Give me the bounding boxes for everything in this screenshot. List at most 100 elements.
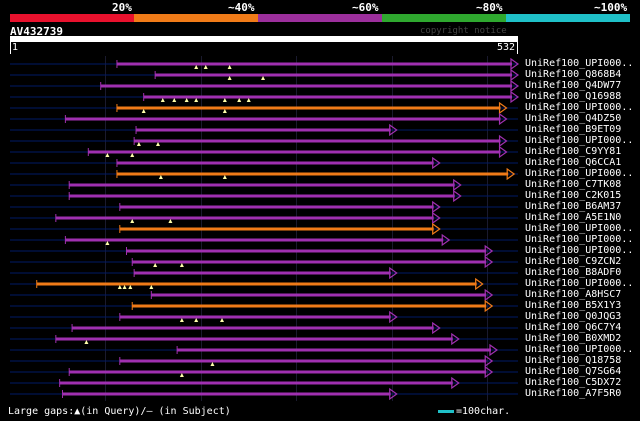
- legend-segment-60: [258, 14, 382, 22]
- hit-arrow: [475, 277, 484, 291]
- hit-label[interactable]: UniRef100_UPI000..: [525, 168, 634, 179]
- hit-arrow: [451, 332, 460, 346]
- query-gap-marker: [130, 219, 135, 223]
- hit-label[interactable]: UniRef100_B8ADF0: [525, 267, 622, 278]
- query-gap-marker: [84, 340, 89, 344]
- scale-swatch: [438, 409, 454, 413]
- query-gap-marker: [246, 98, 251, 102]
- hit-label[interactable]: UniRef100_Q868B4: [525, 69, 622, 80]
- hit-bar: [62, 392, 391, 396]
- legend-segment-20: [10, 14, 134, 22]
- hit-arrow: [432, 200, 441, 214]
- hit-label[interactable]: UniRef100_UPI000..: [525, 135, 634, 146]
- hit-arrow: [432, 222, 441, 236]
- query-gap-marker: [130, 153, 135, 157]
- watermark: copyright notice: [420, 26, 507, 36]
- hit-arrow: [498, 112, 508, 126]
- query-gap-marker: [158, 175, 163, 179]
- hit-label[interactable]: UniRef100_Q7SG64: [525, 366, 622, 377]
- hit-label[interactable]: UniRef100_C9YY81: [525, 146, 622, 157]
- hit-arrow: [484, 354, 494, 368]
- hit-arrow: [484, 255, 494, 269]
- hit-label[interactable]: UniRef100_Q0JQG3: [525, 311, 622, 322]
- query-gap-marker: [156, 142, 161, 146]
- hit-bar: [119, 227, 434, 231]
- hit-label[interactable]: UniRef100_C9ZCN2: [525, 256, 622, 267]
- hit-arrow: [389, 310, 398, 324]
- hit-bar: [116, 106, 501, 110]
- hit-bar: [65, 238, 444, 242]
- hit-bar: [126, 249, 487, 253]
- query-gap-marker: [153, 263, 158, 267]
- hit-bar: [116, 161, 434, 165]
- hit-bar: [119, 205, 434, 209]
- query-gap-marker: [210, 362, 215, 366]
- hit-bar: [134, 271, 391, 275]
- hit-arrow: [484, 299, 494, 313]
- hit-label[interactable]: UniRef100_Q16988: [525, 91, 622, 102]
- hit-arrow: [510, 68, 520, 82]
- hit-label[interactable]: UniRef100_A8HSC7: [525, 289, 622, 300]
- hit-label[interactable]: UniRef100_UPI000..: [525, 234, 634, 245]
- hit-arrow: [389, 123, 398, 137]
- axis-end-label: 532: [497, 42, 516, 53]
- query-gap-marker: [237, 98, 242, 102]
- gaps-legend: Large gaps:▲(in Query)/– (in Subject): [8, 406, 231, 417]
- hit-label[interactable]: UniRef100_B6AM37: [525, 201, 622, 212]
- legend-segment-80: [382, 14, 506, 22]
- hit-label[interactable]: UniRef100_Q18758: [525, 355, 622, 366]
- hit-arrow: [484, 365, 494, 379]
- hit-label[interactable]: UniRef100_Q4DZ50: [525, 113, 622, 124]
- hit-label[interactable]: UniRef100_B5X1Y3: [525, 300, 622, 311]
- hit-bar: [177, 348, 491, 352]
- hit-label[interactable]: UniRef100_Q6C7Y4: [525, 322, 622, 333]
- hit-label[interactable]: UniRef100_UPI000..: [525, 58, 634, 69]
- hit-arrow: [510, 79, 520, 93]
- query-gap-marker: [222, 109, 227, 113]
- scale-legend: =100char.: [438, 406, 510, 417]
- query-id: AV432739: [10, 25, 63, 38]
- hit-label[interactable]: UniRef100_UPI000..: [525, 245, 634, 256]
- hit-bar: [100, 84, 512, 88]
- hit-arrow: [484, 288, 494, 302]
- query-gap-marker: [179, 318, 184, 322]
- query-gap-marker: [227, 65, 232, 69]
- query-gap-marker: [179, 373, 184, 377]
- hit-label[interactable]: UniRef100_C5DX72: [525, 377, 622, 388]
- query-axis: [10, 42, 518, 54]
- hit-bar: [59, 381, 453, 385]
- hit-bar: [132, 260, 487, 264]
- hit-bar: [69, 194, 455, 198]
- hit-label[interactable]: UniRef100_UPI000..: [525, 102, 634, 113]
- hit-label[interactable]: UniRef100_C2K015: [525, 190, 622, 201]
- query-gap-marker: [136, 142, 141, 146]
- hit-bar: [36, 282, 477, 286]
- query-gap-marker: [203, 65, 208, 69]
- query-gap-marker: [160, 98, 165, 102]
- hit-bar: [116, 62, 513, 66]
- query-gap-marker: [194, 98, 199, 102]
- hit-label[interactable]: UniRef100_B9ET09: [525, 124, 622, 135]
- hit-label[interactable]: UniRef100_Q4DW77: [525, 80, 622, 91]
- hit-label[interactable]: UniRef100_A5E1N0: [525, 212, 622, 223]
- hit-bar: [132, 304, 487, 308]
- hit-label[interactable]: UniRef100_UPI000..: [525, 344, 634, 355]
- hit-bar: [88, 150, 501, 154]
- hit-label[interactable]: UniRef100_UPI000..: [525, 223, 634, 234]
- hit-label[interactable]: UniRef100_Q6CCA1: [525, 157, 622, 168]
- query-gap-marker: [149, 285, 154, 289]
- hit-label[interactable]: UniRef100_B0XMD2: [525, 333, 622, 344]
- hit-label[interactable]: UniRef100_UPI000..: [525, 278, 634, 289]
- query-gap-marker: [219, 318, 224, 322]
- query-gap-marker: [194, 65, 199, 69]
- query-gap-marker: [222, 98, 227, 102]
- hit-bar: [69, 183, 455, 187]
- hit-bar: [119, 315, 391, 319]
- query-gap-marker: [179, 263, 184, 267]
- query-gap-marker: [194, 318, 199, 322]
- hit-arrow: [389, 266, 398, 280]
- hit-label[interactable]: UniRef100_C7TK08: [525, 179, 622, 190]
- hit-label[interactable]: UniRef100_A7F5R0: [525, 388, 622, 399]
- query-gap-marker: [172, 98, 177, 102]
